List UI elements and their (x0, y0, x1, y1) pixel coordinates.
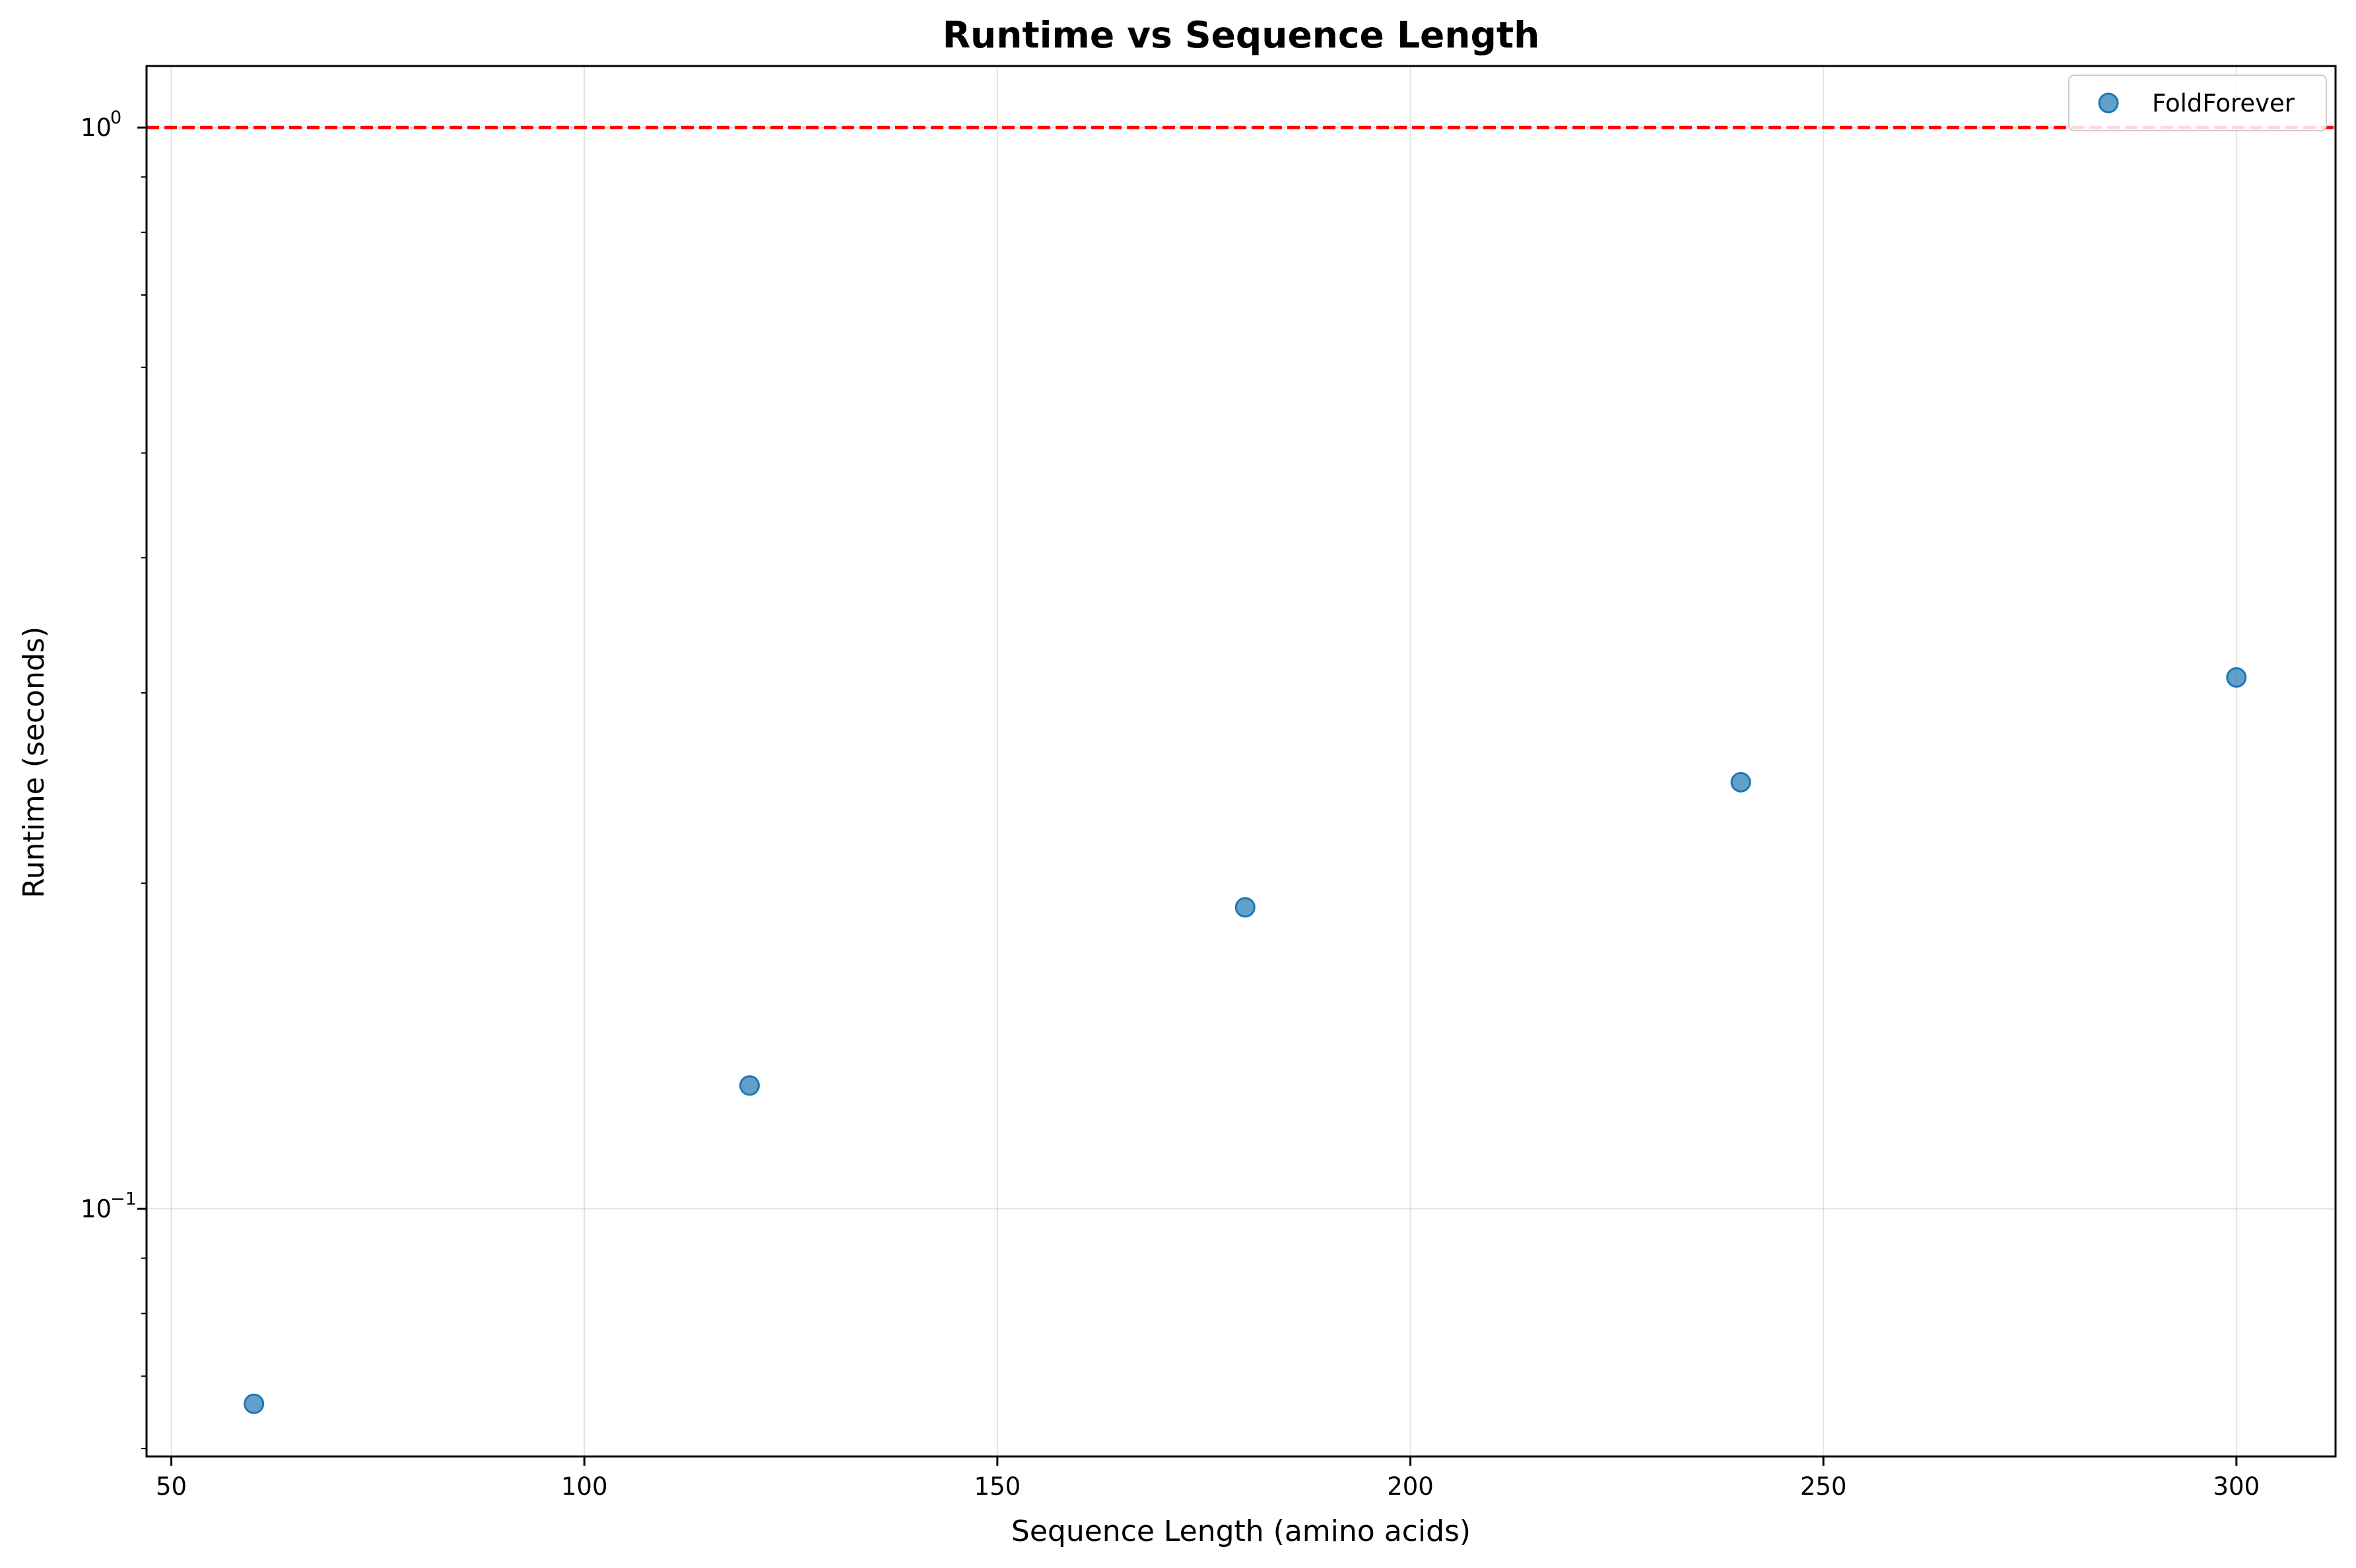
grid-lines (147, 66, 2336, 1456)
data-points (244, 667, 2247, 1414)
x-tick-label: 300 (2213, 1472, 2260, 1501)
data-point (2226, 667, 2247, 688)
x-tick-label: 200 (1387, 1472, 1434, 1501)
plot-frame (145, 65, 2337, 1458)
chart-title: Runtime vs Sequence Length (943, 14, 1540, 56)
data-point (244, 1393, 265, 1414)
x-tick-label: 150 (974, 1472, 1021, 1501)
y-tick-exponent: −1 (110, 1189, 137, 1210)
y-tick-label: 10 (81, 1195, 112, 1224)
legend: FoldForever (2068, 75, 2327, 131)
x-tick-label: 100 (561, 1472, 608, 1501)
x-tick-label: 250 (1800, 1472, 1847, 1501)
x-axis-label: Sequence Length (amino acids) (1011, 1515, 1471, 1548)
y-tick-exponent: 0 (110, 108, 121, 128)
y-tick-label: 10 (81, 114, 112, 142)
legend-label: FoldForever (2152, 89, 2295, 117)
x-tick-label: 50 (156, 1472, 187, 1501)
data-point (1730, 771, 1751, 793)
y-axis-label: Runtime (seconds) (17, 626, 51, 898)
legend-marker (2098, 92, 2119, 114)
data-point (1234, 897, 1256, 918)
legend-box (2068, 75, 2327, 131)
data-point (739, 1075, 760, 1096)
